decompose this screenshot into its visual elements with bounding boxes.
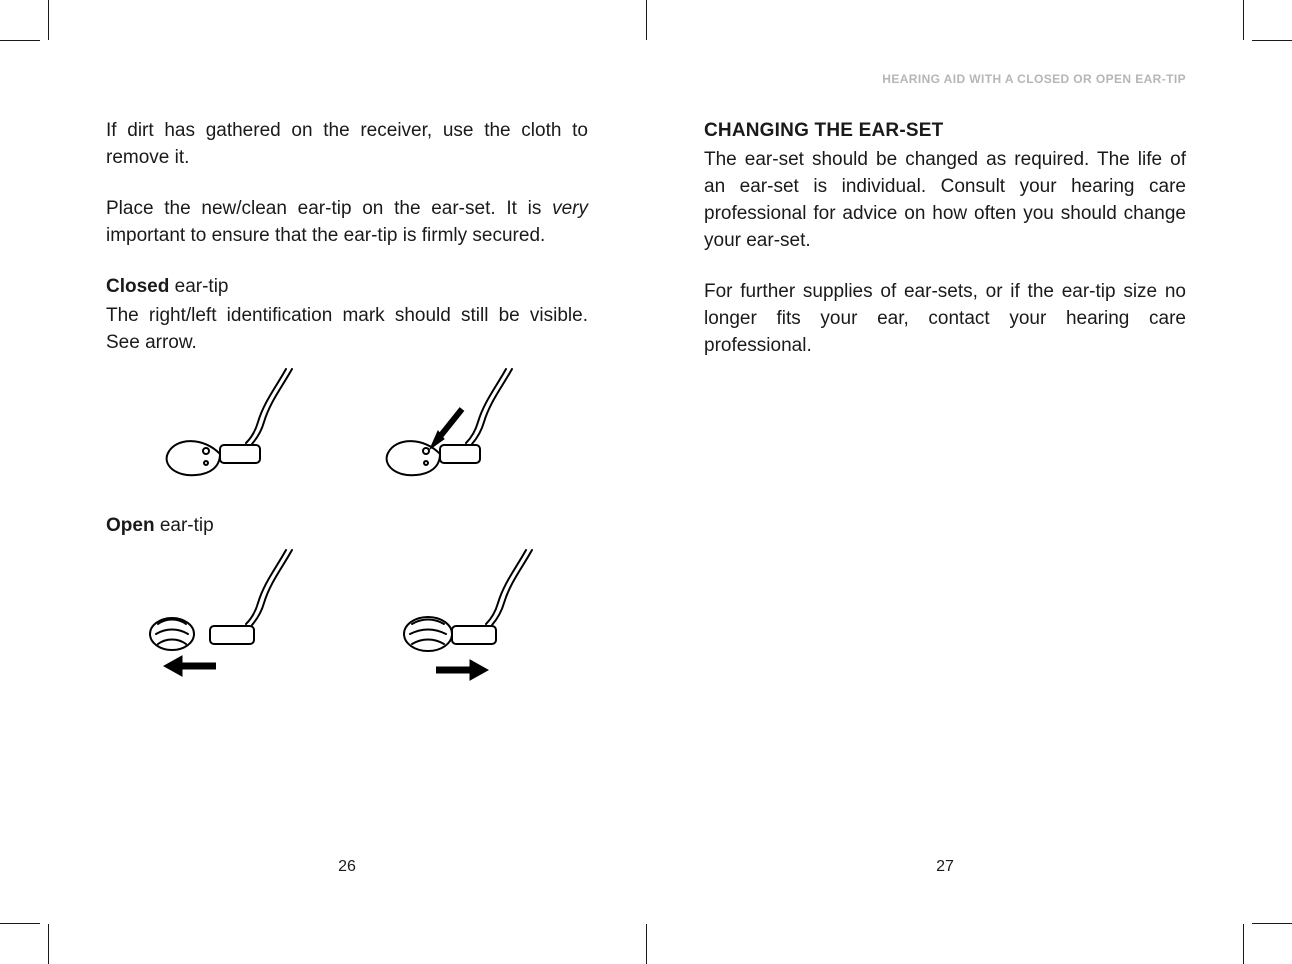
closed-label-strong: Closed <box>106 276 169 297</box>
closed-caption: The right/left identification mark shoul… <box>106 303 588 357</box>
running-head: HEARING AID WITH A CLOSED OR OPEN EAR-TI… <box>882 72 1186 86</box>
para-place-new-em: very <box>552 198 588 219</box>
closed-label: Closed ear-tip <box>106 274 588 301</box>
page-number-right: 27 <box>646 858 1244 876</box>
figure-closed-1 <box>146 367 306 487</box>
page-left: If dirt has gathered on the receiver, us… <box>48 40 646 924</box>
crop-mark <box>48 0 49 40</box>
figure-open-2 <box>376 548 546 688</box>
para-further-supplies: For further supplies of ear-sets, or if … <box>704 279 1186 360</box>
crop-mark <box>1252 923 1292 924</box>
figure-open-row <box>146 548 588 688</box>
right-content: CHANGING THE EAR-SET The ear-set should … <box>704 118 1186 360</box>
figure-closed-2 <box>366 367 526 487</box>
crop-mark <box>1243 0 1244 40</box>
open-label: Open ear-tip <box>106 513 588 540</box>
crop-mark <box>646 924 647 964</box>
para-dirt: If dirt has gathered on the receiver, us… <box>106 118 588 172</box>
figure-open-1 <box>146 548 316 688</box>
page-spread: If dirt has gathered on the receiver, us… <box>0 0 1292 964</box>
para-place-new-a: Place the new/clean ear-tip on the ear-s… <box>106 198 552 219</box>
heading-changing: CHANGING THE EAR-SET <box>704 118 1186 145</box>
arrow-icon <box>430 409 462 449</box>
page-right: HEARING AID WITH A CLOSED OR OPEN EAR-TI… <box>646 40 1244 924</box>
crop-mark <box>0 40 40 41</box>
arrow-left-icon <box>164 656 216 676</box>
para-change-required: The ear-set should be changed as require… <box>704 147 1186 255</box>
open-label-rest: ear-tip <box>155 515 214 536</box>
crop-mark <box>646 0 647 40</box>
para-place-new-b: important to ensure that the ear-tip is … <box>106 225 545 246</box>
para-place-new: Place the new/clean ear-tip on the ear-s… <box>106 196 588 250</box>
open-label-strong: Open <box>106 515 155 536</box>
figure-closed-row <box>146 367 588 487</box>
left-content: If dirt has gathered on the receiver, us… <box>106 118 588 714</box>
arrow-right-icon <box>436 660 488 680</box>
closed-label-rest: ear-tip <box>169 276 228 297</box>
crop-mark <box>0 923 40 924</box>
page-number-left: 26 <box>48 858 646 876</box>
crop-mark <box>48 924 49 964</box>
crop-mark <box>1243 924 1244 964</box>
crop-mark <box>1252 40 1292 41</box>
